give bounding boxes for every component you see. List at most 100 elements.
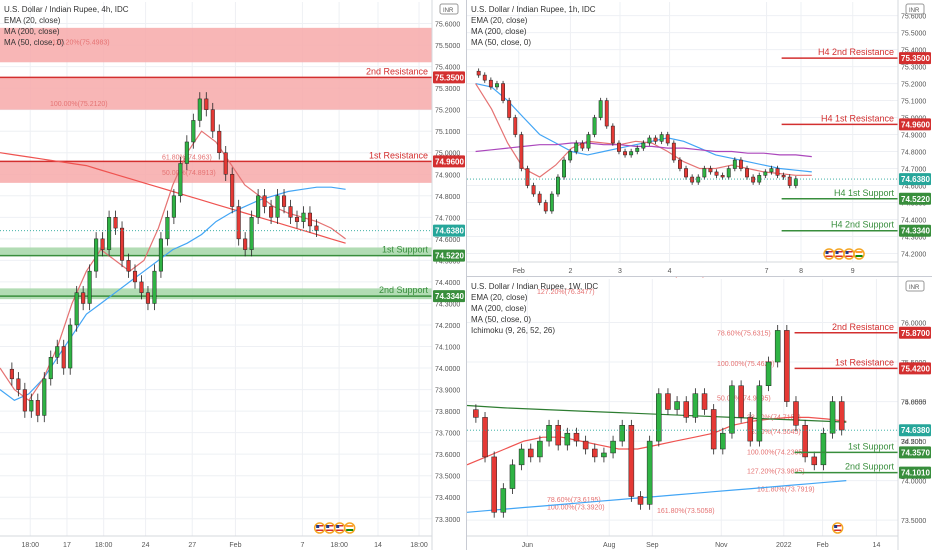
panel-4h-candle-38[interactable] <box>256 195 261 218</box>
panel-1h-candle-7[interactable] <box>519 134 524 169</box>
panel-4h-candle-9[interactable] <box>68 324 73 369</box>
panel-1w-candle-37[interactable] <box>811 456 818 466</box>
panel-1h-candle-46[interactable] <box>757 175 762 183</box>
panel-4h-candle-30[interactable] <box>204 98 209 110</box>
panel-1w-candle-25[interactable] <box>701 393 708 410</box>
panel-4h-us-flag-icon-0[interactable] <box>313 522 326 534</box>
panel-1h-candle-30[interactable] <box>659 134 664 142</box>
panel-1w-candle-33[interactable] <box>774 330 781 363</box>
chart-1h[interactable]: H4 2nd Resistance H4 1st Resistance H4 1st… <box>467 0 932 276</box>
panel-1w-candle-30[interactable] <box>747 417 754 442</box>
panel-4h-candle-5[interactable] <box>42 378 47 416</box>
panel-1w-candle-35[interactable] <box>793 401 799 426</box>
panel-1w-candle-39[interactable] <box>829 401 836 434</box>
panel-4h-candle-2[interactable] <box>22 389 27 412</box>
panel-1w-candle-23[interactable] <box>683 401 689 418</box>
panel-1w-candle-15[interactable] <box>610 440 616 454</box>
panel-4h-price-axis[interactable] <box>432 0 466 550</box>
panel-1w-us-flag-icon-0[interactable] <box>831 522 844 534</box>
panel-4h-candle-0[interactable] <box>9 368 14 380</box>
panel-1w-candle-5[interactable] <box>518 448 525 466</box>
panel-4h-candle-13[interactable] <box>94 238 99 272</box>
panel-1h-candle-14[interactable] <box>562 159 566 178</box>
panel-1h-candle-18[interactable] <box>586 134 591 149</box>
panel-1h-in-flag-icon-3[interactable] <box>853 248 865 260</box>
panel-1h-candle-0[interactable] <box>476 70 481 76</box>
panel-1w-candle-11[interactable] <box>573 432 580 442</box>
panel-1h-us-flag-icon-1[interactable] <box>833 248 845 260</box>
panel-4h-candle-19[interactable] <box>132 270 138 283</box>
panel-1h-candle-45[interactable] <box>751 176 756 183</box>
panel-1h-candle-27[interactable] <box>641 142 646 149</box>
panel-1w-candle-10[interactable] <box>564 432 571 446</box>
panel-1w-candle-2[interactable] <box>491 456 497 513</box>
panel-4h-candle-36[interactable] <box>243 238 248 250</box>
panel-1h-candle-16[interactable] <box>574 142 579 152</box>
panel-1w-candle-38[interactable] <box>820 432 827 466</box>
panel-4h-candle-10[interactable] <box>74 292 79 326</box>
panel-1h-candle-21[interactable] <box>604 100 609 127</box>
panel-4h-candle-31[interactable] <box>210 109 215 132</box>
panel-1w-price-axis[interactable] <box>898 277 932 550</box>
panel-1h-candle-49[interactable] <box>775 168 780 176</box>
panel-1h-candle-25[interactable] <box>629 151 634 156</box>
panel-1w-candle-21[interactable] <box>665 393 671 410</box>
panel-1w-candle-31[interactable] <box>756 385 763 442</box>
panel-4h-candle-37[interactable] <box>249 217 254 250</box>
panel-1h-candle-28[interactable] <box>647 137 652 144</box>
panel-1h-candle-37[interactable] <box>702 168 707 178</box>
chart-4h[interactable]: 127.20%(75.4983)100.00%(75.2120)61.80%(7… <box>0 0 466 550</box>
panel-4h-candle-40[interactable] <box>269 206 274 218</box>
panel-1w-candle-26[interactable] <box>710 409 717 450</box>
panel-1h-candle-32[interactable] <box>671 142 676 161</box>
panel-1w-candle-9[interactable] <box>555 425 561 446</box>
panel-1h-candle-31[interactable] <box>665 134 670 144</box>
chart-1h-canvas[interactable]: H4 2nd Resistance H4 1st Resistance H4 1st… <box>467 0 932 276</box>
chart-4h-canvas[interactable]: 127.20%(75.4983)100.00%(75.2120)61.80%(7… <box>0 0 466 550</box>
panel-4h-candle-14[interactable] <box>100 238 105 250</box>
panel-divider-horizontal[interactable] <box>467 276 932 277</box>
panel-4h-candle-7[interactable] <box>55 346 60 358</box>
panel-4h-candle-28[interactable] <box>191 120 196 143</box>
panel-1h-candle-52[interactable] <box>793 178 798 186</box>
panel-1h-candle-24[interactable] <box>623 151 627 156</box>
panel-4h-candle-16[interactable] <box>113 217 118 229</box>
panel-4h-candle-39[interactable] <box>262 195 267 207</box>
panel-4h-candle-35[interactable] <box>236 206 241 240</box>
panel-4h-candle-15[interactable] <box>107 217 112 250</box>
panel-4h-candle-6[interactable] <box>48 357 53 380</box>
panel-4h-candle-4[interactable] <box>35 400 40 416</box>
panel-4h-candle-1[interactable] <box>16 378 21 390</box>
panel-1h-candle-1[interactable] <box>482 74 487 81</box>
panel-4h-candle-45[interactable] <box>301 212 306 222</box>
panel-1h-candle-26[interactable] <box>635 147 640 152</box>
panel-4h-in-flag-icon-3[interactable] <box>343 522 356 534</box>
panel-1h-us-flag-icon-0[interactable] <box>823 248 835 260</box>
panel-4h-candle-24[interactable] <box>165 217 170 240</box>
panel-4h-candle-20[interactable] <box>139 281 144 293</box>
panel-1h-candle-50[interactable] <box>781 175 786 178</box>
panel-1h-candle-42[interactable] <box>732 159 737 169</box>
panel-4h-candle-27[interactable] <box>184 141 189 164</box>
panel-1w-candle-17[interactable] <box>628 425 635 497</box>
panel-1h-candle-34[interactable] <box>684 168 688 178</box>
panel-1h-candle-9[interactable] <box>531 185 536 195</box>
chart-1w[interactable]: 100.00%(76.5690) 127.20%(76.3477) 78.60%(7… <box>467 277 932 550</box>
panel-1w-candle-20[interactable] <box>656 393 662 442</box>
panel-1h-candle-51[interactable] <box>787 176 792 186</box>
panel-4h-candle-29[interactable] <box>197 98 202 121</box>
panel-1h-candle-8[interactable] <box>525 168 530 186</box>
panel-1h-candle-3[interactable] <box>495 83 499 88</box>
panel-1h-us-flag-icon-2[interactable] <box>843 248 855 260</box>
chart-1w-canvas[interactable]: 100.00%(76.5690) 127.20%(76.3477) 78.60%(7… <box>467 277 932 550</box>
panel-1h-candle-23[interactable] <box>617 142 621 152</box>
panel-1h-candle-2[interactable] <box>488 79 493 88</box>
panel-4h-candle-41[interactable] <box>275 195 280 218</box>
panel-4h-us-flag-icon-2[interactable] <box>333 522 346 534</box>
panel-1h-candle-36[interactable] <box>696 176 701 183</box>
panel-1h-candle-17[interactable] <box>580 142 585 149</box>
panel-1h-candle-40[interactable] <box>720 175 725 178</box>
panel-1h-candle-6[interactable] <box>513 117 518 135</box>
panel-1w-candle-16[interactable] <box>619 425 625 442</box>
panel-1w-candle-1[interactable] <box>482 417 488 458</box>
